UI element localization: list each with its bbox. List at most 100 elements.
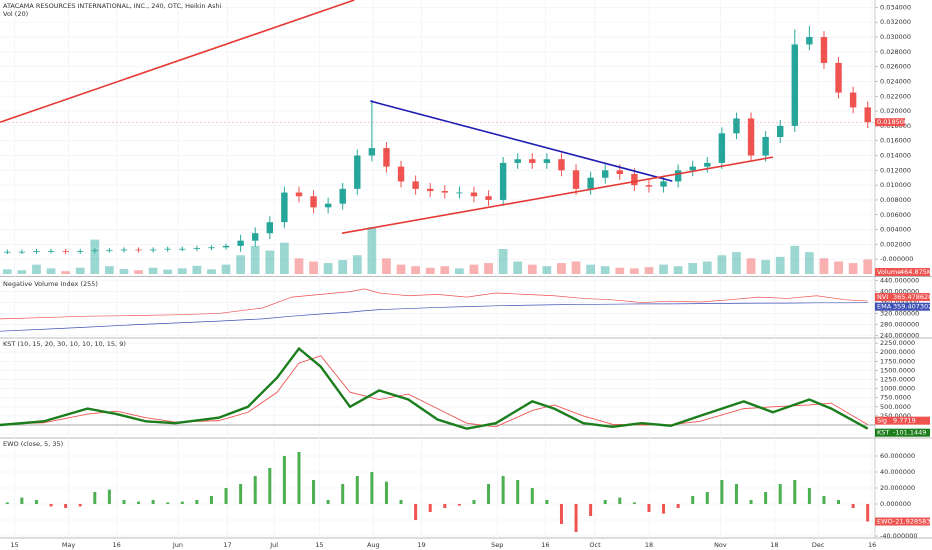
y-tick-label: 0.020000 — [880, 107, 911, 115]
x-tick-label: Jul — [269, 541, 278, 549]
volume-bar — [323, 263, 333, 274]
y-tick-label: 0.030000 — [880, 33, 911, 41]
y-tick-label: 750.0000 — [880, 394, 911, 402]
candle-body — [499, 162, 507, 200]
axis-tag-name: EMA — [877, 303, 892, 311]
volume-bar — [265, 250, 275, 274]
histogram-bar — [472, 500, 476, 504]
candle-body — [558, 159, 565, 171]
volume-bar — [382, 258, 391, 274]
volume-bar — [455, 268, 464, 274]
histogram-bar — [837, 500, 841, 504]
histogram-bar — [312, 480, 316, 504]
candle-body — [208, 247, 215, 249]
volume-bar — [250, 245, 260, 274]
volume-bar — [600, 266, 610, 274]
volume-bar — [527, 264, 537, 274]
volume-bar — [294, 258, 304, 274]
volume-bar — [105, 266, 114, 274]
indicator-line — [0, 288, 868, 320]
histogram-bar — [734, 484, 738, 504]
price-tag-text: 0.018500 — [877, 118, 908, 126]
price-tag — [875, 118, 905, 127]
volume-bar — [630, 268, 639, 274]
histogram-bar — [632, 502, 636, 504]
candle-body — [529, 159, 536, 163]
candle-body — [397, 166, 405, 182]
indicator-line — [0, 302, 868, 332]
volume-bar — [819, 258, 829, 274]
candle-body — [747, 118, 755, 156]
volume-bar — [498, 249, 508, 274]
histogram-bar — [370, 472, 374, 504]
trendline — [370, 100, 673, 182]
y-tick-label: 320.000000 — [880, 309, 919, 317]
y-tick-label: 280.000000 — [880, 320, 919, 328]
volume-bar — [236, 255, 245, 274]
volume-bar — [659, 264, 668, 274]
volume-bar — [644, 267, 654, 274]
pane-title: KST (10, 15, 20, 30, 10, 10, 10, 15, 9) — [3, 340, 126, 348]
volume-bar — [586, 264, 595, 274]
histogram-bar — [487, 484, 491, 504]
volume-bar — [761, 259, 770, 274]
volume-tag-value: 464.875K — [900, 268, 932, 276]
x-tick-label: 16 — [113, 541, 121, 549]
y-tick-label: 2000.0000 — [880, 348, 915, 356]
y-tick-label: 0.000000 — [880, 500, 911, 508]
volume-bar — [702, 261, 712, 274]
candle-body — [572, 170, 580, 189]
histogram-bar — [574, 504, 578, 532]
candle-body — [149, 249, 157, 251]
candle-body — [806, 37, 813, 45]
histogram-bar — [297, 452, 301, 504]
candle-body — [791, 44, 798, 126]
axis-tag-value: -21.928583 — [893, 518, 931, 526]
candle-body — [412, 181, 419, 189]
volume-bar — [134, 270, 143, 274]
volume-bar — [615, 267, 625, 274]
histogram-bar — [93, 492, 97, 504]
y-tick-label: 0.012000 — [880, 166, 911, 174]
y-tick-label: 0.032000 — [880, 18, 911, 26]
histogram-bar — [282, 456, 286, 504]
y-tick-label: 360.000000 — [880, 299, 919, 307]
volume-bar — [717, 255, 727, 274]
x-tick-label: 17 — [223, 541, 231, 549]
volume-tag-name: Volume — [877, 268, 901, 276]
candle-body — [616, 170, 623, 175]
candle-body — [733, 118, 740, 134]
volume-bar — [542, 266, 552, 274]
volume-bar — [571, 261, 581, 274]
histogram-bar — [5, 502, 9, 504]
histogram-bar — [414, 504, 418, 520]
y-tick-label: -40.000000 — [880, 532, 918, 540]
y-tick-label: 1750.0000 — [880, 357, 915, 365]
y-tick-label: 500.0000 — [880, 403, 911, 411]
volume-bar — [688, 263, 698, 274]
candle-body — [179, 248, 186, 250]
volume-bar — [309, 261, 318, 274]
candle-body — [456, 192, 463, 194]
histogram-bar — [326, 500, 330, 504]
histogram-bar — [676, 504, 680, 508]
histogram-bar — [691, 496, 695, 504]
volume-bar — [119, 269, 129, 274]
histogram-bar — [457, 504, 461, 506]
candle-body — [106, 250, 113, 252]
histogram-bar — [166, 502, 170, 504]
candle-body — [762, 137, 769, 156]
y-tick-label: 0.016000 — [880, 137, 911, 145]
x-tick-label: 15 — [315, 541, 323, 549]
x-tick-label: Dec — [812, 541, 825, 549]
y-tick-label: 240.000000 — [880, 331, 919, 339]
x-tick-label: May — [62, 541, 76, 549]
candle-body — [441, 191, 448, 193]
y-tick-label: 20.000000 — [880, 484, 915, 492]
histogram-bar — [647, 504, 651, 512]
x-tick-label: 18 — [770, 541, 778, 549]
histogram-bar — [64, 504, 68, 508]
volume-bar — [513, 261, 523, 274]
volume-bar — [280, 242, 289, 274]
axis-tag-value: 365.478628 — [893, 293, 932, 301]
